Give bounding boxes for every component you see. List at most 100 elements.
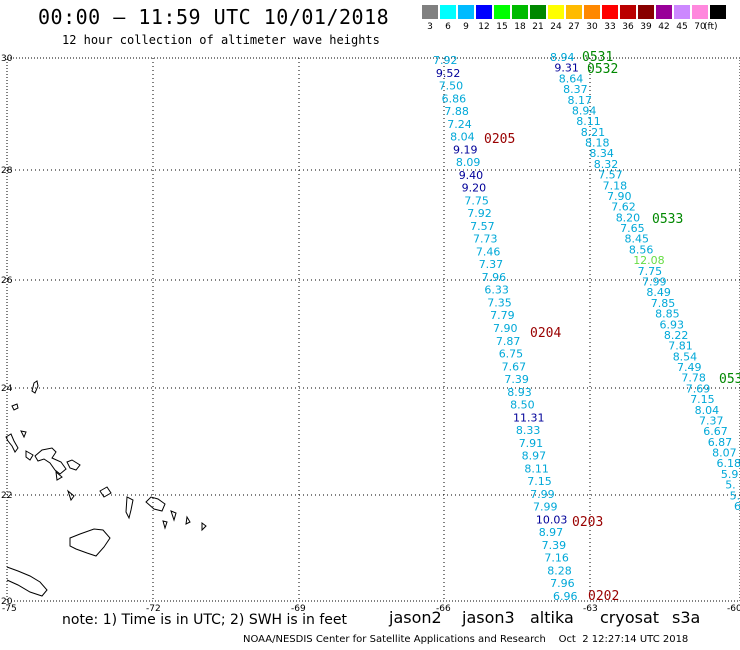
pass-label-0203: 0203 [572,515,603,530]
wave-height-value: 8.94 [550,51,575,64]
legend-label: 3 [427,22,433,32]
lat-tick-label: 24 [1,384,13,394]
wave-height-value: 7.69 [686,382,711,395]
lon-tick-label: -69 [291,604,306,614]
wave-height-value: 7.90 [607,190,632,203]
lat-axis-labels: 30 28 26 24 22 20 [1,54,13,607]
satellite-jason3: jason3 [462,608,515,627]
satellite-s3a: s3a [672,608,701,627]
legend-label: 12 [478,22,490,32]
wave-height-value: 7.67 [502,360,526,373]
satellite-altika: altika [530,608,574,627]
wave-height-value: 7.62 [611,201,636,214]
wave-height-value: 8.50 [510,399,534,412]
wave-height-value: 8.49 [646,286,671,299]
pass-label-0205: 0205 [484,132,515,147]
legend-swatch [584,5,600,19]
lon-tick-label: -72 [146,604,161,614]
legend-swatch [602,5,618,19]
wave-height-value: 7.15 [690,393,715,406]
wave-height-value: 7.92 [467,207,492,220]
legend-swatch [530,5,546,19]
wave-height-value: 7.24 [447,118,472,131]
wave-height-value: 8.04 [695,404,720,417]
wave-height-value: 8.54 [673,350,698,363]
wave-height-value: 7.57 [598,169,623,182]
legend-label: 6 [445,22,451,32]
wave-height-value: 9.20 [462,182,487,195]
pass-label-0202: 0202 [588,589,619,604]
wave-height-value: 6.93 [660,318,685,331]
legend-label: 45 [676,22,688,32]
wave-height-value: 8.34 [589,147,614,160]
lat-tick-label: 22 [1,491,12,501]
legend-swatch [440,5,456,19]
legend-label: 33 [604,22,616,32]
wave-height-value: 7.81 [668,340,693,353]
wave-height-value: 7.75 [464,194,489,207]
legend-swatch [422,5,438,19]
wave-height-value: 8.94 [572,105,597,118]
lat-tick-label: 20 [1,597,13,607]
wave-height-value: 9.40 [459,169,484,182]
satellite-jason2: jason2 [389,608,442,627]
wave-height-value: 7.15 [527,475,552,488]
legend-swatch [476,5,492,19]
graticule [7,58,740,601]
wave-height-value: 7.90 [493,322,518,335]
pass-label-0533: 0533 [652,212,683,227]
wave-height-value: 7.87 [496,335,521,348]
wave-height-value: 8.07 [712,447,737,460]
legend-label: 27 [568,22,580,32]
legend-swatch [692,5,708,19]
wave-height-value: 7.18 [603,179,628,192]
legend-swatch [458,5,474,19]
legend-label: 18 [514,22,526,32]
wave-height-value: 8.28 [547,565,572,578]
wave-height-value: 8.33 [516,424,541,437]
wave-height-value: 8.32 [594,158,619,171]
wave-height-value: 6.96 [553,590,578,603]
credit-line: NOAA/NESDIS Center for Satellite Applica… [243,634,689,645]
wave-height-value: 7.91 [519,437,544,450]
legend-label: 42 [658,22,670,32]
wave-height-value: 8.64 [559,72,584,85]
wave-height-value: 8.09 [456,156,481,169]
legend-swatch [638,5,654,19]
wave-height-value: 8.22 [664,329,689,342]
wave-height-value: 6.86 [442,92,467,105]
lat-tick-label: 28 [1,166,13,176]
wave-height-value: 10.03 [536,513,568,526]
wave-height-value: 7.39 [542,539,567,552]
wave-height-value: 7.99 [533,501,558,514]
lon-tick-label: -75 [2,604,17,614]
altimeter-track-east: 8.949.318.648.378.178.948.118.218.188.34… [550,51,740,513]
wave-height-value: 7.92 [433,54,458,67]
wave-height-value: 9.19 [453,143,478,156]
pass-label-0532: 0532 [587,62,618,77]
wave-height-value: 7.35 [487,297,512,310]
wave-height-value: 6.33 [484,284,509,297]
wave-height-value: 7.99 [530,488,555,501]
map-title: 00:00 – 11:59 UTC 10/01/2018 [38,5,390,29]
wave-height-value: 8.17 [568,94,593,107]
pass-label-0204: 0204 [530,326,561,341]
wave-height-value: 8.18 [585,137,610,150]
wave-height-value: 7.39 [504,373,529,386]
legend-swatch [620,5,636,19]
legend-label: 39 [640,22,652,32]
wave-height-value: 8.37 [563,83,588,96]
legend-swatch [674,5,690,19]
wave-height-value: 7.79 [490,309,514,322]
legend-label: 24 [550,22,562,32]
wave-height-value: 11.31 [513,411,545,424]
legend-swatch [548,5,564,19]
wave-height-value: 7.49 [677,361,702,374]
wave-height-value: 6 [734,500,740,513]
wave-height-value: 8.45 [625,233,650,246]
map-subtitle: 12 hour collection of altimeter wave hei… [62,33,380,47]
wave-height-value: 7.99 [642,276,667,289]
altimeter-track-west: 7.929.527.506.867.887.248.049.198.099.40… [433,54,578,603]
wave-height-value: 8.11 [576,115,601,128]
pass-labels: 0531 0532 0205 0533 0204 053 0203 0202 [484,50,740,604]
